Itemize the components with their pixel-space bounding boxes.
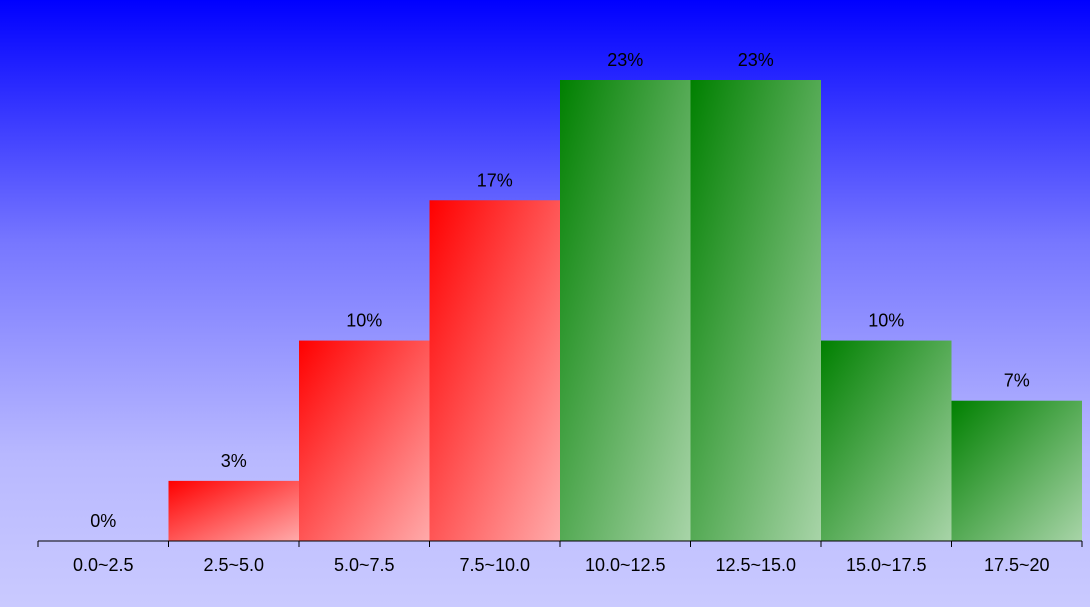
bars-group [168, 80, 1082, 541]
tick-label-3: 7.5~10.0 [459, 555, 530, 575]
tick-label-4: 10.0~12.5 [585, 555, 666, 575]
data-label-1: 3% [221, 451, 247, 471]
data-labels-group: 0% 3% 10% 17% 23% 23% 10% 7% [90, 50, 1030, 531]
data-label-4: 23% [607, 50, 643, 70]
x-axis-ticks [37, 541, 1083, 547]
bar-4 [560, 80, 691, 541]
x-axis-tick-labels: 0.0~2.5 2.5~5.0 5.0~7.5 7.5~10.0 10.0~12.5 12… [73, 555, 1050, 575]
bar-5 [690, 80, 821, 541]
data-label-7: 7% [1004, 371, 1030, 391]
bar-7 [951, 400, 1082, 541]
tick-label-2: 5.0~7.5 [334, 555, 395, 575]
bar-3 [429, 200, 560, 541]
data-label-3: 17% [477, 170, 513, 190]
tick-label-1: 2.5~5.0 [203, 555, 264, 575]
tick-label-0: 0.0~2.5 [73, 555, 134, 575]
bar-6 [821, 340, 952, 541]
data-label-0: 0% [90, 511, 116, 531]
tick-label-7: 17.5~20 [984, 555, 1050, 575]
tick-label-5: 12.5~15.0 [715, 555, 796, 575]
bar-1 [168, 480, 299, 541]
bar-2 [299, 340, 430, 541]
data-label-6: 10% [868, 311, 904, 331]
data-label-5: 23% [738, 50, 774, 70]
tick-label-6: 15.0~17.5 [846, 555, 927, 575]
data-label-2: 10% [346, 311, 382, 331]
